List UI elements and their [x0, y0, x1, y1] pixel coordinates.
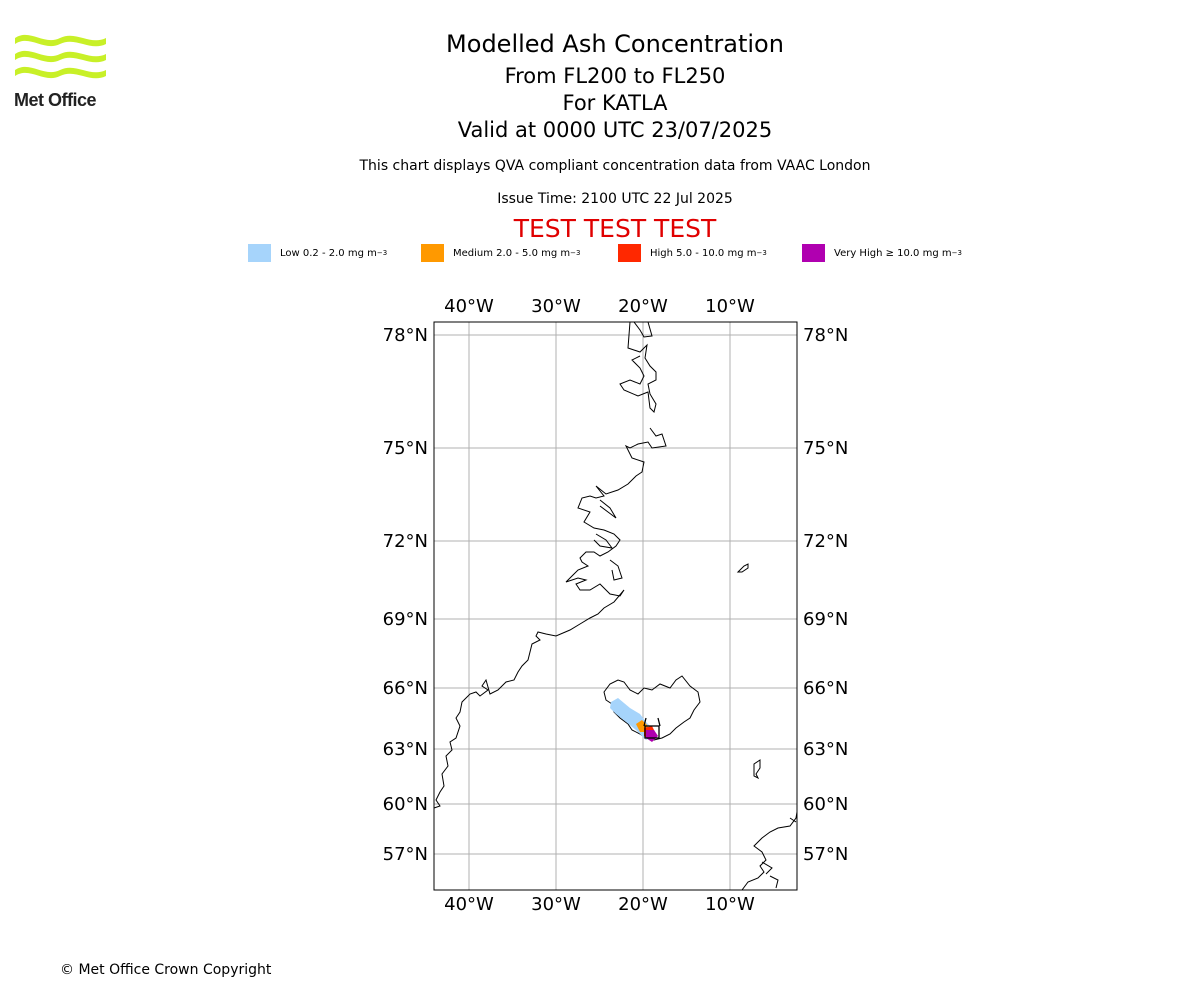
coastlines [433, 321, 798, 891]
lon-label: 10°W [705, 894, 755, 915]
lat-labels-left: 78°N 75°N 72°N 69°N 66°N 63°N 60°N 57°N [383, 325, 428, 865]
concentration-legend: Low 0.2 - 2.0 mg m −3 Medium 2.0 - 5.0 mg… [0, 244, 1200, 264]
map-svg: 40°W 30°W 20°W 10°W 40°W 30°W 20°W 10°W … [383, 296, 849, 915]
greenland-coastline [433, 321, 667, 809]
lat-label: 72°N [803, 531, 848, 552]
legend-label-low: Low 0.2 - 2.0 mg m [280, 247, 377, 259]
legend-swatch-low [248, 244, 271, 262]
lon-label: 20°W [618, 296, 668, 317]
lat-label: 78°N [803, 325, 848, 346]
chart-title: Modelled Ash Concentration [446, 30, 784, 58]
legend-swatch-medium [421, 244, 444, 262]
lat-label: 69°N [383, 609, 428, 630]
iceland-coastline [603, 675, 701, 741]
map-gridlines [434, 322, 797, 890]
flight-level-range: From FL200 to FL250 [504, 64, 726, 88]
ash-very-high-area [646, 730, 658, 742]
lat-label: 60°N [803, 794, 848, 815]
lon-label: 40°W [444, 894, 494, 915]
legend-unit-sup: −3 [756, 249, 767, 257]
volcano-name: For KATLA [562, 91, 668, 115]
ash-cloud [610, 698, 658, 742]
faroe-coastline [753, 759, 761, 780]
legend-label-very-high: Very High ≥ 10.0 mg m [834, 247, 952, 259]
copyright-notice: © Met Office Crown Copyright [60, 962, 272, 978]
met-office-wave-icon [15, 34, 106, 79]
lon-label: 20°W [618, 894, 668, 915]
lon-label: 30°W [531, 894, 581, 915]
legend-item-very-high: Very High ≥ 10.0 mg m −3 [802, 244, 962, 262]
legend-item-low: Low 0.2 - 2.0 mg m −3 [248, 244, 387, 262]
lon-label: 30°W [531, 296, 581, 317]
ash-map: 40°W 30°W 20°W 10°W 40°W 30°W 20°W 10°W … [350, 290, 870, 920]
volcano-marker-icon [643, 717, 661, 739]
legend-swatch-very-high [802, 244, 825, 262]
legend-swatch-high [618, 244, 641, 262]
jan-mayen-coastline [736, 563, 749, 573]
legend-label-high: High 5.0 - 10.0 mg m [650, 247, 757, 259]
lat-label: 66°N [803, 678, 848, 699]
lat-label: 60°N [383, 794, 428, 815]
lat-label: 75°N [383, 438, 428, 459]
legend-label-medium: Medium 2.0 - 5.0 mg m [453, 247, 571, 259]
lon-labels-bottom: 40°W 30°W 20°W 10°W [444, 894, 755, 915]
lon-labels-top: 40°W 30°W 20°W 10°W [444, 296, 755, 317]
lat-label: 66°N [383, 678, 428, 699]
lat-label: 57°N [803, 844, 848, 865]
legend-unit-sup: −3 [570, 249, 581, 257]
lat-label: 69°N [803, 609, 848, 630]
legend-unit-sup: −3 [951, 249, 962, 257]
map-frame [433, 321, 798, 891]
lat-label: 75°N [803, 438, 848, 459]
scotland-coastline [741, 811, 798, 891]
lon-label: 10°W [705, 296, 755, 317]
legend-unit-sup: −3 [376, 249, 388, 257]
valid-time: Valid at 0000 UTC 23/07/2025 [457, 118, 773, 142]
logo-text: Met Office [14, 90, 97, 110]
lon-label: 40°W [444, 296, 494, 317]
lat-label: 72°N [383, 531, 428, 552]
met-office-logo: Met Office [14, 30, 108, 112]
test-banner: TEST TEST TEST [513, 214, 717, 243]
legend-item-high: High 5.0 - 10.0 mg m −3 [618, 244, 767, 262]
lat-label: 57°N [383, 844, 428, 865]
legend-item-medium: Medium 2.0 - 5.0 mg m −3 [421, 244, 580, 262]
lat-label: 63°N [383, 739, 428, 760]
lat-labels-right: 78°N 75°N 72°N 69°N 66°N 63°N 60°N 57°N [803, 325, 848, 865]
compliance-note: This chart displays QVA compliant concen… [359, 158, 871, 174]
issue-time: Issue Time: 2100 UTC 22 Jul 2025 [497, 191, 733, 207]
lat-label: 63°N [803, 739, 848, 760]
lat-label: 78°N [383, 325, 428, 346]
